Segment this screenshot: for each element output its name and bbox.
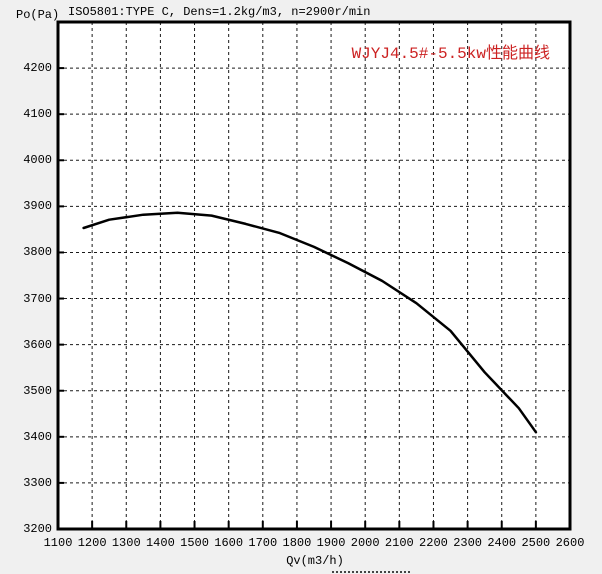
- x-axis-title: Qv(m3/h): [286, 554, 344, 568]
- y-tick-label: 3400: [23, 429, 52, 444]
- x-tick-label: 1400: [145, 536, 175, 550]
- x-tick-label: 1500: [180, 536, 209, 550]
- plot-frame: [56, 20, 572, 531]
- y-tick-label: 3800: [23, 245, 52, 260]
- performance-curve: [82, 211, 538, 434]
- x-tick-label: 2200: [419, 536, 448, 550]
- y-tick-label: 4000: [23, 153, 52, 168]
- plot-area: [58, 22, 570, 529]
- y-tick-label: 3300: [23, 475, 52, 490]
- y-tick-label: 4200: [23, 61, 52, 76]
- y-tick-label: 3500: [23, 383, 52, 398]
- x-tick-label: 2600: [555, 536, 585, 550]
- x-tick-label: 1200: [77, 536, 107, 550]
- x-tick-label: 2300: [453, 536, 482, 550]
- x-tick-label: 1100: [43, 536, 73, 550]
- series-title: WJYJ4.5#-5.5kw性能曲线: [351, 45, 550, 63]
- y-tick-label: 3600: [23, 337, 52, 352]
- y-tick-label: 3200: [23, 522, 52, 536]
- x-tick-label: 2100: [384, 536, 414, 550]
- clipped-text-artifact: [332, 571, 410, 574]
- x-tick-label: 1300: [111, 536, 141, 550]
- x-tick-label: 2500: [521, 536, 551, 550]
- x-tick-label: 2000: [350, 536, 380, 550]
- y-tick-label: 3700: [23, 291, 52, 306]
- y-axis-unit-label: Po(Pa): [16, 8, 60, 22]
- y-tick-label: 4100: [23, 107, 52, 122]
- test-conditions-label: ISO5801:TYPE C, Dens=1.2kg/m3, n=2900r/m…: [68, 5, 371, 19]
- x-tick-label: 2400: [487, 536, 517, 550]
- x-tick-label: 1800: [282, 536, 312, 550]
- x-tick-label: 1900: [316, 536, 346, 550]
- x-tick-label: 1700: [248, 536, 278, 550]
- y-tick-label: 3900: [23, 199, 52, 214]
- x-tick-label: 1600: [214, 536, 244, 550]
